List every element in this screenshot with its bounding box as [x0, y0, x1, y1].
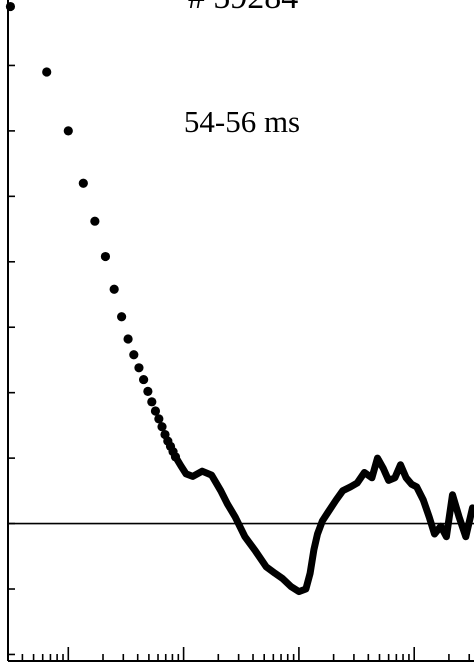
data-point — [117, 312, 127, 322]
data-point — [90, 216, 100, 226]
data-point — [143, 386, 153, 396]
axes — [7, 0, 474, 662]
series-points — [5, 1, 181, 462]
data-point — [78, 178, 88, 188]
data-point — [5, 1, 16, 12]
data-point — [123, 334, 133, 344]
data-point — [139, 374, 149, 385]
time-window-annotation: 54-56 ms — [184, 104, 300, 139]
chart-title: # 59284 — [188, 0, 299, 16]
data-point — [63, 126, 73, 136]
data-point — [134, 363, 144, 373]
data-point — [170, 452, 181, 462]
data-point — [109, 284, 119, 294]
data-point — [100, 251, 111, 262]
series-line — [172, 453, 474, 596]
data-point — [157, 422, 167, 432]
data-point — [42, 67, 52, 77]
data-point — [147, 397, 157, 407]
data-point — [154, 414, 164, 424]
data-point — [150, 406, 161, 416]
data-point — [129, 350, 139, 360]
data-line — [172, 453, 474, 596]
